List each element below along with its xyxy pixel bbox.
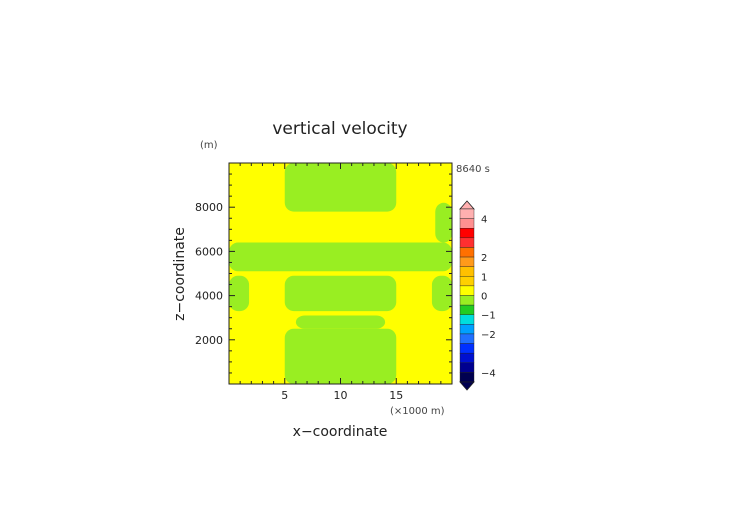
colorbar-lower-triangle — [459, 381, 475, 391]
colorbar-swatch — [459, 266, 475, 277]
colorbar-tick-label: −2 — [481, 330, 496, 341]
y-tick-label: 2000 — [195, 334, 223, 347]
time-label: 8640 s — [456, 164, 490, 175]
colorbar-tick-label: 1 — [481, 272, 487, 283]
x-tick-label: 10 — [334, 389, 348, 402]
colorbar-swatch — [459, 218, 475, 229]
field-region-5 — [431, 275, 452, 312]
colorbar-tick-label: −4 — [481, 368, 496, 379]
x-tick-label: 5 — [281, 389, 288, 402]
colorbar-swatch — [459, 314, 475, 325]
axes: 5 10 15 2000 4000 6000 8000 — [195, 162, 453, 402]
colorbar-tick-label: 0 — [481, 292, 487, 303]
colorbar-tick-label: 2 — [481, 253, 487, 264]
colorbar-swatch — [459, 324, 475, 335]
colorbar-swatch — [459, 247, 475, 258]
y-tick-label: 8000 — [195, 201, 223, 214]
colorbar-swatch — [459, 352, 475, 363]
field-region-6 — [284, 275, 397, 312]
field-region-4 — [229, 275, 250, 312]
y-unit-label: (m) — [200, 140, 218, 151]
y-tick-label: 4000 — [195, 290, 223, 303]
field-region-2 — [295, 315, 386, 329]
field-region-8 — [435, 202, 452, 243]
colorbar-swatch — [459, 276, 475, 287]
colorbar-swatch — [459, 372, 475, 383]
colorbar-swatch — [459, 333, 475, 344]
x-unit-label: (×1000 m) — [390, 406, 445, 417]
x-axis-label: x−coordinate — [293, 424, 388, 440]
colorbar-swatch — [459, 208, 475, 219]
y-axis-label: z−coordinate — [172, 227, 188, 321]
field-region-1 — [284, 328, 397, 384]
field-region-3 — [229, 242, 452, 272]
colorbar: 4 2 1 0 −1 −2 −4 — [459, 200, 496, 391]
y-tick-label: 6000 — [195, 245, 223, 258]
colorbar-swatch — [459, 237, 475, 248]
field-region-7 — [284, 163, 397, 212]
colorbar-upper-triangle — [459, 200, 475, 210]
colorbar-swatch — [459, 362, 475, 373]
colorbar-tick-label: 4 — [481, 215, 487, 226]
colorbar-swatch — [459, 256, 475, 267]
x-tick-label: 15 — [389, 389, 403, 402]
colorbar-tick-label: −1 — [481, 311, 496, 322]
chart-title: vertical velocity — [272, 119, 407, 139]
colorbar-swatch — [459, 295, 475, 306]
colorbar-swatch — [459, 228, 475, 239]
plot-area — [229, 163, 452, 384]
colorbar-swatch — [459, 285, 475, 296]
colorbar-swatch — [459, 304, 475, 315]
colorbar-swatch — [459, 343, 475, 354]
